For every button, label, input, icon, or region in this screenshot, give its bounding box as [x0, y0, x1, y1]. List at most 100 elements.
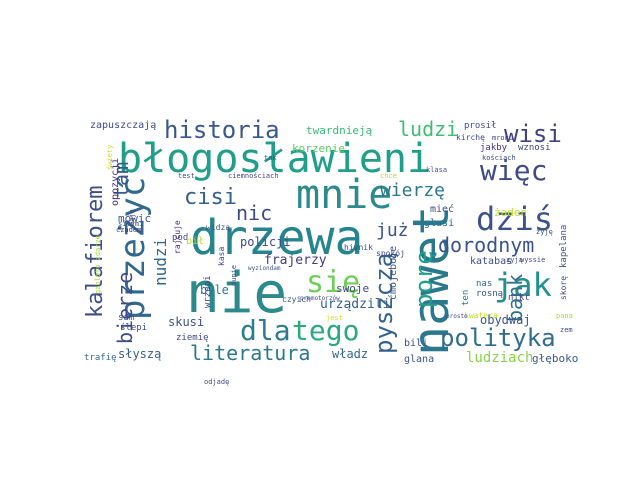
word-cloud-word: czyich	[282, 295, 311, 304]
word-cloud-word: hivnik	[344, 243, 373, 252]
word-cloud-word: błogosławieni	[118, 136, 431, 182]
word-cloud-word: zapuszczają	[90, 120, 156, 131]
word-cloud-word: kasa	[217, 247, 226, 266]
word-cloud-word: klasa	[426, 166, 447, 174]
word-cloud-word: literatura	[190, 341, 310, 365]
word-cloud-word: historia	[164, 116, 280, 144]
word-cloud-word: widzą	[206, 223, 230, 232]
word-cloud-word: prosto	[446, 313, 468, 320]
word-cloud-word: ciemnościach	[228, 172, 279, 180]
word-cloud-word: obydwaj	[480, 313, 531, 327]
word-cloud-word: tego	[292, 314, 359, 347]
word-cloud-word: chce	[380, 172, 397, 180]
word-cloud-word: czadem	[116, 226, 141, 234]
word-cloud-word: nikt	[508, 293, 530, 303]
word-cloud-word: bank	[503, 274, 527, 322]
word-cloud-word: pyszczą	[370, 253, 398, 354]
word-cloud-word: kalafiorem	[83, 186, 108, 318]
word-cloud-word: jakby	[480, 143, 508, 153]
word-cloud-word: pana	[556, 312, 573, 320]
word-cloud-word: ludzi	[398, 117, 458, 141]
word-cloud-word: żaden	[494, 206, 527, 219]
word-cloud-word: policji	[240, 235, 291, 249]
word-cloud-word: ludziach	[466, 350, 533, 366]
word-cloud-word: skorę	[559, 276, 568, 300]
word-cloud-word: świety	[106, 145, 114, 170]
word-cloud-word: byle	[200, 283, 229, 297]
word-cloud-word: wrzepi	[203, 275, 213, 308]
word-cloud-word: bili	[404, 338, 428, 349]
word-cloud-word: ślepi	[120, 322, 147, 333]
word-cloud-word: test	[178, 172, 195, 180]
word-cloud-word: katabas	[470, 256, 512, 267]
word-cloud-word: jak	[494, 266, 552, 304]
word-cloud-word: dla	[240, 314, 291, 347]
word-cloud-word: słyszą	[118, 347, 161, 361]
word-cloud-word: wyziondam	[248, 265, 281, 272]
word-cloud-word: cisi	[184, 185, 237, 210]
word-cloud-word: ćmojeboje	[387, 246, 399, 300]
word-cloud-word: trafię	[84, 353, 117, 363]
word-cloud-word: sam	[118, 313, 134, 323]
word-cloud-word: dorodnym	[438, 233, 534, 257]
word-cloud-word: głęboko	[532, 352, 578, 365]
word-cloud-word: porę	[410, 250, 438, 308]
word-cloud-word: kościach	[482, 154, 516, 162]
word-cloud-word: mroku	[492, 134, 513, 142]
word-cloud-word: bierze	[113, 272, 137, 344]
word-cloud-word: drzewa	[190, 210, 363, 266]
word-cloud-word: kwatera	[464, 311, 498, 320]
word-cloud-word: ziemię	[176, 333, 209, 343]
word-cloud-word: siłymi	[118, 220, 143, 228]
word-cloud-word: tak	[264, 154, 277, 162]
word-cloud-word: frajerzy	[264, 253, 327, 268]
word-cloud-word: rosną	[476, 289, 503, 299]
word-cloud-word: glana	[404, 354, 434, 365]
word-cloud-word: skusi	[168, 315, 204, 329]
word-cloud-word: mają	[128, 209, 136, 226]
word-cloud-word: władz	[332, 347, 368, 361]
word-cloud-word: polityka	[440, 324, 556, 352]
word-cloud-word: korzenie	[292, 142, 345, 155]
word-cloud-word: nudzi	[151, 238, 170, 286]
word-cloud-word: promotorzów	[300, 295, 340, 302]
word-cloud-word: wisi	[504, 120, 562, 148]
word-cloud-word: odjadę	[204, 378, 229, 386]
word-cloud-word: wznosi	[518, 143, 551, 153]
word-cloud-word: głusi	[424, 218, 454, 229]
word-cloud-word: prosił	[464, 121, 497, 131]
word-cloud-word: więc	[480, 154, 547, 187]
word-cloud-word: zyją	[506, 256, 523, 264]
word-cloud-word: już	[376, 220, 409, 241]
word-cloud-word: mówić	[118, 212, 151, 225]
word-cloud-word: gabloto zdarzę	[94, 235, 102, 294]
word-cloud-word: dupie	[230, 265, 238, 286]
word-cloud-word: urządzili	[320, 297, 390, 312]
word-cloud-word: wierzę	[380, 180, 445, 201]
word-cloud-word: twardnieją	[306, 124, 373, 137]
word-cloud-word: kapelana	[559, 225, 569, 268]
word-cloud-word: nie	[186, 261, 287, 326]
word-cloud-word: nawet	[402, 205, 460, 356]
word-cloud-word: tam	[109, 162, 133, 198]
word-cloud-word: rajcuje	[173, 220, 182, 254]
word-cloud-word: dziś	[476, 200, 553, 238]
word-cloud-word: mieć	[430, 203, 454, 215]
word-cloud-word: przeżyć	[113, 177, 153, 320]
word-cloud-word: pod	[172, 233, 188, 243]
word-cloud-word: swoje	[336, 282, 369, 295]
word-cloud-word: nic	[236, 201, 272, 225]
word-cloud-word: nas	[476, 279, 492, 289]
word-cloud-word: kirchę	[456, 133, 485, 142]
word-cloud-word: wyssie	[520, 256, 545, 264]
word-cloud-word: opozycji	[110, 158, 121, 206]
word-cloud-word: bił	[186, 236, 204, 247]
word-cloud-word: spokój	[376, 248, 405, 258]
word-cloud-word: się	[306, 265, 360, 300]
word-cloud-word: ten	[461, 290, 471, 306]
word-cloud-word: jest	[326, 314, 343, 322]
word-cloud-word: mnie	[296, 172, 392, 218]
word-cloud-word: żyję	[536, 228, 553, 236]
